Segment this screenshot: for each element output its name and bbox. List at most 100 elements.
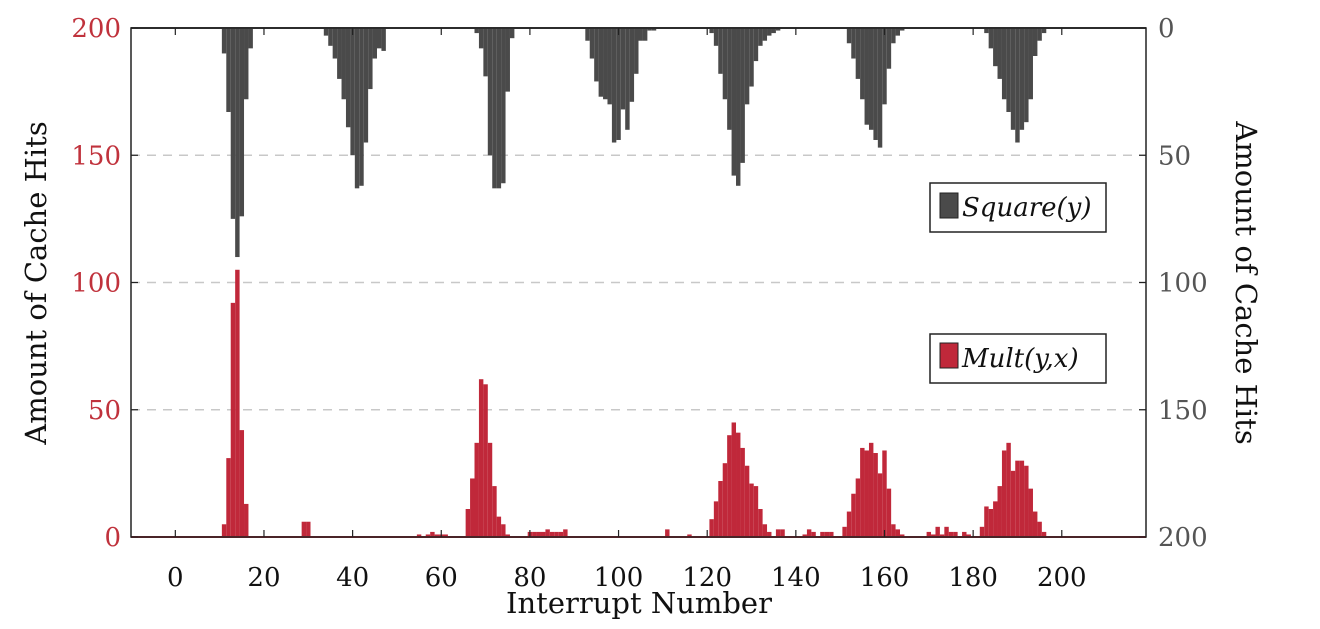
mult-bar-126 — [731, 422, 737, 537]
square-bar-95 — [594, 28, 599, 82]
x-tick-label-20: 20 — [247, 563, 280, 593]
square-bar-15 — [239, 28, 245, 217]
legend-mult-swatch — [939, 342, 959, 369]
square-bar-47 — [381, 28, 386, 51]
square-bar-155 — [860, 28, 865, 100]
square-bar-107 — [647, 28, 652, 31]
square-bar-72 — [492, 28, 497, 189]
square-bar-69 — [478, 28, 484, 49]
square-bar-68 — [474, 28, 479, 34]
mult-bar-174 — [944, 526, 949, 537]
square-bar-46 — [376, 28, 382, 49]
square-bar-12 — [226, 28, 231, 112]
mult-bar-84 — [545, 529, 550, 537]
square-bar-135 — [771, 28, 776, 34]
mult-bar-154 — [855, 478, 861, 537]
mult-bar-123 — [718, 481, 723, 537]
square-bar-13 — [230, 28, 236, 219]
mult-bar-13 — [230, 302, 236, 537]
mult-bar-186 — [997, 486, 1002, 537]
mult-bar-175 — [948, 531, 954, 537]
mult-bar-153 — [851, 493, 856, 537]
square-bar-121 — [709, 28, 714, 34]
square-bar-189 — [1010, 28, 1016, 130]
square-bar-122 — [713, 28, 719, 46]
square-bar-73 — [496, 28, 502, 189]
mult-bar-111 — [665, 529, 670, 537]
mult-bar-124 — [722, 463, 728, 537]
square-bar-35 — [328, 28, 333, 46]
square-bar-162 — [891, 28, 896, 44]
x-tick-label-60: 60 — [425, 563, 458, 593]
square-bar-41 — [354, 28, 360, 189]
square-bar-94 — [589, 28, 595, 59]
square-bar-156 — [864, 28, 869, 125]
mult-bar-55 — [416, 534, 422, 537]
legend-square-box — [929, 182, 1107, 233]
mult-bar-137 — [780, 529, 785, 537]
square-bar-185 — [993, 28, 998, 67]
mult-bar-192 — [1024, 465, 1029, 537]
square-bar-164 — [900, 28, 905, 31]
legend-mult: Mult(y,x) — [929, 333, 1107, 384]
square-bar-191 — [1019, 28, 1025, 130]
mult-bar-132 — [758, 509, 763, 537]
mult-series-bars — [221, 269, 1047, 537]
mult-bar-142 — [802, 534, 807, 537]
mult-bar-178 — [962, 531, 967, 537]
square-bar-131 — [753, 28, 759, 62]
mult-bar-172 — [935, 526, 940, 537]
square-bar-160 — [882, 28, 887, 105]
mult-bar-194 — [1032, 511, 1038, 537]
square-bar-106 — [642, 28, 648, 41]
mult-bar-152 — [846, 511, 852, 537]
mult-bar-121 — [709, 519, 714, 537]
mult-bar-182 — [979, 526, 985, 537]
square-bar-96 — [598, 28, 604, 97]
square-bar-152 — [846, 28, 852, 44]
mult-bar-161 — [886, 488, 892, 537]
square-bar-104 — [634, 28, 639, 74]
mult-bar-58 — [430, 531, 435, 537]
square-bar-195 — [1037, 28, 1042, 41]
mult-bar-171 — [931, 534, 936, 537]
mult-bar-81 — [532, 531, 537, 537]
square-bar-136 — [775, 28, 781, 31]
square-bar-101 — [620, 28, 626, 110]
mult-bar-158 — [873, 453, 878, 537]
square-bar-70 — [483, 28, 488, 77]
mult-bar-122 — [713, 501, 719, 537]
square-bar-130 — [749, 28, 754, 87]
mult-bar-133 — [762, 524, 768, 537]
mult-bar-162 — [891, 524, 896, 537]
mult-bar-74 — [501, 524, 506, 537]
square-bar-100 — [616, 28, 621, 140]
square-bar-43 — [363, 28, 369, 143]
square-bar-39 — [345, 28, 351, 128]
mult-bar-147 — [824, 531, 830, 537]
x-tick-label-40: 40 — [336, 563, 369, 593]
y-right-tick-label-0: 0 — [1158, 14, 1175, 44]
square-bar-38 — [341, 28, 346, 100]
mult-bar-148 — [829, 531, 834, 537]
square-bar-36 — [332, 28, 338, 59]
mult-bar-130 — [749, 483, 754, 537]
square-bar-158 — [873, 28, 878, 140]
square-bar-132 — [758, 28, 763, 46]
square-series-bars — [221, 28, 1047, 258]
x-axis-label: Interrupt Number — [506, 586, 772, 620]
square-bar-133 — [762, 28, 768, 41]
mult-bar-15 — [239, 430, 245, 537]
square-bar-11 — [221, 28, 227, 54]
mult-bar-14 — [235, 269, 240, 537]
mult-bar-87 — [558, 531, 564, 537]
mult-bar-128 — [740, 447, 745, 537]
square-bar-108 — [651, 28, 657, 31]
square-bar-186 — [997, 28, 1002, 79]
square-bar-196 — [1041, 28, 1047, 34]
square-bar-34 — [323, 28, 329, 36]
mult-bar-73 — [496, 516, 502, 537]
y-right-tick-label-100: 100 — [1158, 269, 1208, 299]
square-bar-97 — [603, 28, 608, 100]
x-tick-label-140: 140 — [771, 563, 821, 593]
